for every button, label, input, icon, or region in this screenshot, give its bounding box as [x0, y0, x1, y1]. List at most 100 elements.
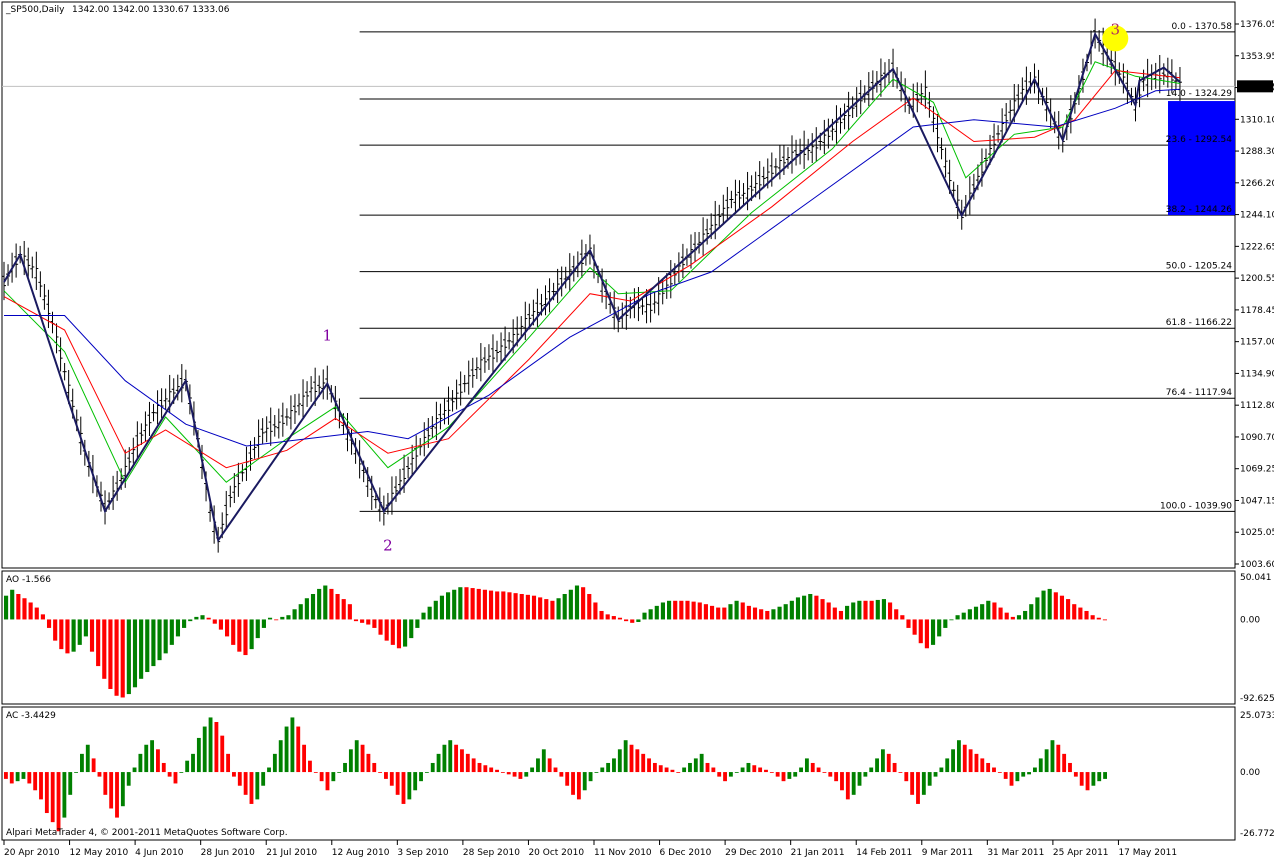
price-plot-area: 0.0 - 1370.58 14.0 - 1324.29 23.6 - 1292.5… [2, 18, 1235, 555]
price-tick-label: 1134.90 [1240, 369, 1274, 379]
histogram-bar [424, 772, 429, 773]
histogram-bar [691, 601, 696, 620]
histogram-bar [1047, 588, 1052, 620]
price-panel [1, 1, 1236, 569]
histogram-bar [746, 605, 751, 620]
ac-label: AC -3.4429 [6, 711, 56, 721]
histogram-bar [274, 619, 279, 621]
histogram-bar [28, 602, 33, 620]
histogram-bar [401, 772, 406, 804]
price-tick-label: 1003.60 [1240, 560, 1274, 570]
ao-label: AO -1.566 [6, 575, 51, 585]
histogram-bar [980, 604, 985, 620]
time-tick-label: 17 May 2011 [1118, 848, 1177, 858]
fib-label: 100.0 - 1039.90 [1160, 501, 1232, 511]
histogram-bar [415, 619, 420, 628]
histogram-bar [310, 593, 316, 620]
histogram-bar [436, 753, 441, 773]
histogram-bar [329, 588, 334, 620]
histogram-bar [482, 589, 487, 620]
histogram-bar [1079, 772, 1084, 786]
histogram-bar [799, 767, 803, 773]
histogram-bar [723, 772, 727, 782]
histogram-bar [974, 753, 979, 773]
histogram-bar [705, 762, 710, 773]
histogram-bar [1044, 749, 1049, 773]
panel-tick-label: 25.0733 [1240, 711, 1274, 721]
histogram-bar [196, 737, 201, 773]
histogram-bar [419, 772, 423, 782]
histogram-bar [986, 600, 991, 620]
histogram-bar [403, 619, 408, 647]
histogram-bar [716, 607, 721, 620]
histogram-bar [688, 762, 692, 773]
histogram-bar [676, 772, 681, 773]
histogram-bar [249, 772, 254, 804]
histogram-bar [191, 753, 195, 773]
histogram-bar [998, 607, 1003, 620]
zigzag-line [3, 31, 1181, 543]
histogram-bar [507, 592, 512, 620]
moving-average-1 [3, 61, 1181, 484]
histogram-bar [304, 598, 309, 620]
histogram-bar [840, 772, 844, 791]
histogram-bar [752, 607, 758, 620]
price-tick-label: 1376.05 [1240, 20, 1274, 30]
price-tag-bg [1237, 80, 1273, 93]
histogram-bar [218, 619, 223, 630]
histogram-bar [182, 619, 187, 628]
histogram-bar [317, 588, 322, 620]
histogram-bar [594, 772, 599, 773]
histogram-bar [74, 772, 79, 773]
histogram-bar [611, 616, 616, 620]
histogram-bar [109, 772, 114, 809]
histogram-bar [697, 602, 702, 620]
histogram-bar [290, 717, 295, 773]
histogram-bar [1056, 744, 1061, 773]
histogram-bar [1084, 610, 1089, 620]
histogram-bar [296, 726, 301, 773]
histogram-bar [319, 772, 324, 782]
histogram-bar [337, 772, 342, 773]
histogram-bar [83, 619, 88, 637]
histogram-bar [91, 758, 96, 773]
histogram-bar [501, 591, 506, 620]
histogram-bar [348, 749, 353, 773]
histogram-bar [951, 749, 955, 773]
histogram-bar [910, 772, 915, 795]
histogram-bar [132, 767, 137, 773]
histogram-bar [1059, 595, 1065, 620]
histogram-bar [664, 767, 669, 773]
histogram-bar [144, 744, 149, 773]
histogram-bar [50, 772, 55, 823]
histogram-bar [27, 772, 32, 784]
histogram-bar [968, 749, 973, 773]
histogram-bar [372, 619, 377, 628]
histogram-bar [636, 619, 641, 622]
histogram-bar [892, 762, 897, 773]
histogram-bar [921, 772, 926, 795]
histogram-bar [734, 600, 739, 620]
histogram-bar [40, 614, 45, 620]
histogram-bar [962, 744, 967, 773]
time-tick-label: 31 Mar 2011 [987, 848, 1044, 858]
moving-average-2 [3, 69, 1181, 469]
histogram-bar [1102, 619, 1107, 621]
histogram-bar [906, 619, 911, 628]
histogram-bar [62, 772, 67, 818]
histogram-bar [685, 600, 690, 620]
histogram-bar [1072, 604, 1077, 620]
time-axis: 20 Apr 2010 12 May 2010 4 Jun 2010 28 Jun 2… [3, 840, 1177, 858]
histogram-bar [600, 767, 605, 773]
histogram-bar [194, 616, 199, 620]
histogram-bar [524, 772, 529, 777]
histogram-bar [642, 612, 647, 620]
histogram-bar [550, 600, 555, 620]
fib-label: 76.4 - 1117.94 [1166, 388, 1232, 398]
histogram-bar [495, 769, 499, 773]
price-axis: 1376.051353.951332.001310.101288.301266.… [1235, 20, 1274, 570]
histogram-bar [157, 619, 162, 661]
histogram-bar [341, 599, 346, 620]
histogram-bar [439, 595, 444, 620]
